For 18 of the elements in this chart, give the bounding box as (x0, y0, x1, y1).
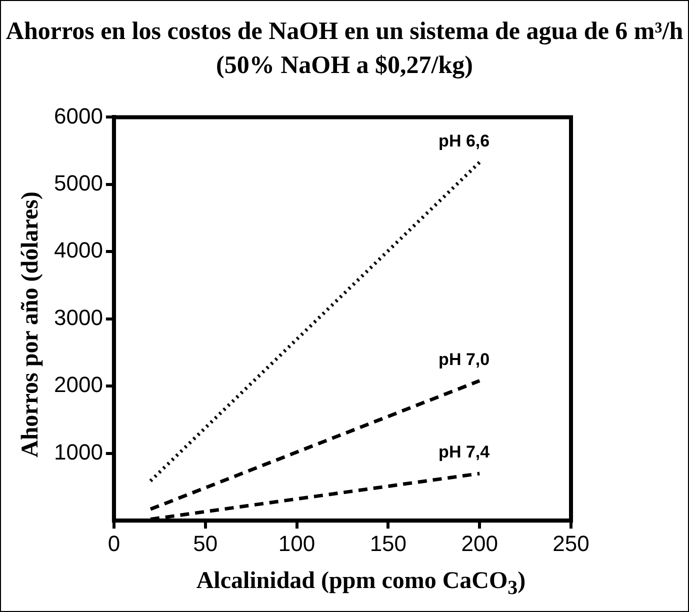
x-tick-label: 50 (193, 530, 218, 556)
x-tick-label: 200 (461, 530, 498, 556)
x-axis-title: Alcalinidad (ppm como CaCO$_{3}$) (195, 568, 527, 600)
y-tick-label: 1000 (54, 439, 103, 464)
y-tick-label: 4000 (54, 238, 103, 263)
x-tick-label: 250 (552, 530, 590, 556)
y-tick-label: 2000 (54, 372, 103, 398)
y-tick-label: 3000 (54, 304, 103, 330)
x-tick-label: 150 (370, 530, 407, 556)
y-axis-title: Ahorros por año (dólares) (18, 190, 44, 460)
y-tick-label: 5000 (54, 170, 103, 196)
series-label: pH 7,4 (438, 442, 490, 462)
series-label: pH 6,6 (438, 131, 490, 150)
chart-title: Ahorros en los costos de NaOH en un sistema de agua de 6 m³/h (50% NaOH a $0,27/kg) (4, 17, 684, 81)
x-tick-label: 100 (278, 530, 316, 556)
y-tick-label: 6000 (54, 103, 103, 128)
series-label: pH 7,0 (438, 350, 490, 369)
x-tick-label: 0 (108, 530, 120, 556)
